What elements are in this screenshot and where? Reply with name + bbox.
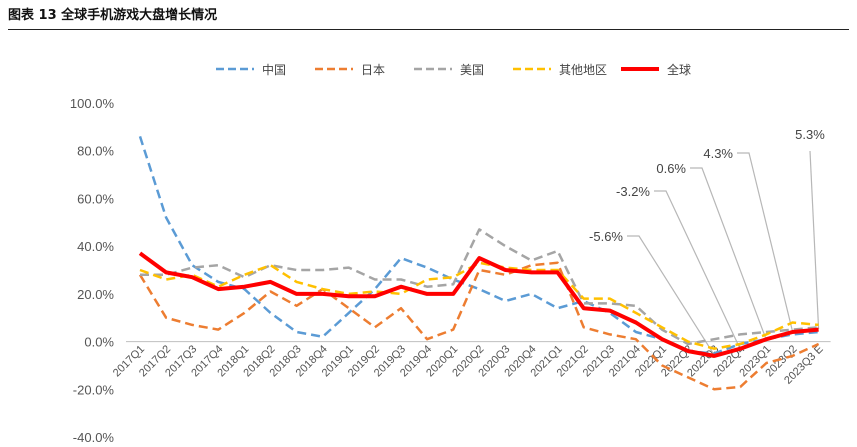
y-tick-label: -20.0% bbox=[73, 382, 115, 397]
annotation-leader-line bbox=[809, 150, 820, 329]
series-line-1 bbox=[138, 261, 820, 391]
annotation-leader-line bbox=[627, 235, 715, 356]
series-lines bbox=[138, 136, 820, 391]
y-tick-label: 20.0% bbox=[77, 287, 114, 302]
annotation-leader-line bbox=[654, 190, 741, 350]
y-tick-label: 80.0% bbox=[77, 144, 114, 159]
legend: 中国 日本 美国 其他地区 全球 bbox=[216, 62, 691, 77]
annotation-label: 0.6% bbox=[656, 161, 686, 176]
annotation-label: 4.3% bbox=[703, 146, 733, 161]
annotation-label: 5.3% bbox=[795, 127, 825, 142]
annotation-label: -5.6% bbox=[589, 229, 623, 244]
legend-label: 其他地区 bbox=[559, 63, 607, 77]
y-tick-label: 40.0% bbox=[77, 239, 114, 254]
y-tick-label: -40.0% bbox=[73, 430, 115, 445]
y-tick-label: 0.0% bbox=[84, 335, 114, 350]
y-tick-label: 100.0% bbox=[70, 96, 115, 111]
annotation-leader-line bbox=[690, 167, 767, 341]
annotation-leaders bbox=[627, 150, 820, 356]
y-tick-label: 60.0% bbox=[77, 191, 114, 206]
series-line-4 bbox=[138, 251, 819, 358]
annotation-leader-line bbox=[737, 152, 794, 332]
y-axis: -40.0% -20.0% 0.0% 20.0% 40.0% 60.0% 80.0% 100.… bbox=[70, 96, 115, 445]
legend-label: 日本 bbox=[361, 63, 385, 77]
legend-label: 中国 bbox=[262, 62, 286, 77]
series-line-0 bbox=[138, 136, 819, 355]
legend-label: 全球 bbox=[667, 62, 691, 77]
series-line-2 bbox=[140, 228, 819, 346]
legend-label: 美国 bbox=[460, 63, 484, 77]
figure-title: 图表 13 全球手机游戏大盘增长情况 bbox=[8, 4, 849, 30]
annotation-label: -3.2% bbox=[616, 184, 650, 199]
series-line-3 bbox=[139, 261, 819, 350]
annotation-labels: -5.6% -3.2% 0.6% 4.3% 5.3% bbox=[589, 127, 825, 244]
